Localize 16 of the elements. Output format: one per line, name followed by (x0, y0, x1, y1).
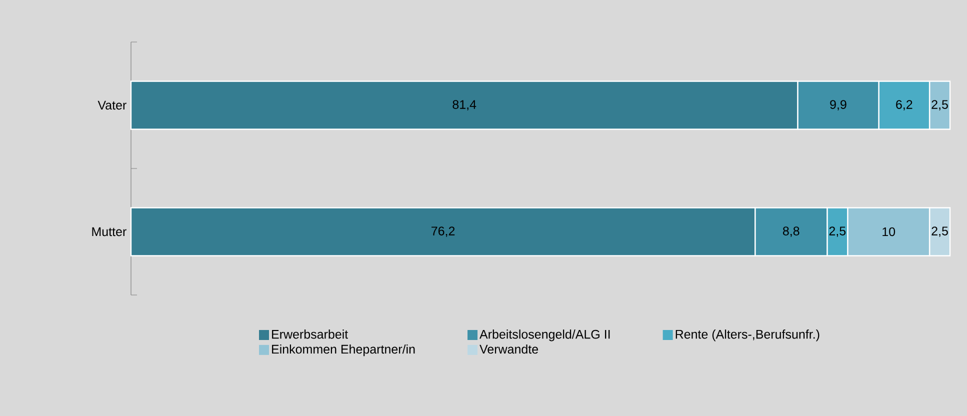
data-label: 9,9 (830, 100, 846, 110)
legend-label: Arbeitslosengeld/ALG II (480, 330, 610, 342)
legend-label: Verwandte (480, 344, 538, 354)
data-label: 2,5 (932, 100, 948, 110)
data-label: 76,2 (432, 226, 455, 237)
data-label: 8,8 (782, 226, 800, 237)
data-label: 81,4 (452, 100, 476, 110)
y-tick-label: Vater (98, 100, 126, 110)
legend-label: Einkommen Ehepartner/in (272, 344, 415, 356)
data-label: 2,5 (932, 226, 948, 237)
data-label: 10 (882, 227, 896, 236)
y-tick-label: Mutter (92, 227, 126, 236)
legend-label: Rente (Alters-,Berufsunfr.) (676, 330, 820, 342)
data-label: 6,2 (896, 100, 912, 110)
data-label: 2,5 (829, 226, 846, 237)
legend-label: Erwerbsarbeit (272, 330, 348, 339)
